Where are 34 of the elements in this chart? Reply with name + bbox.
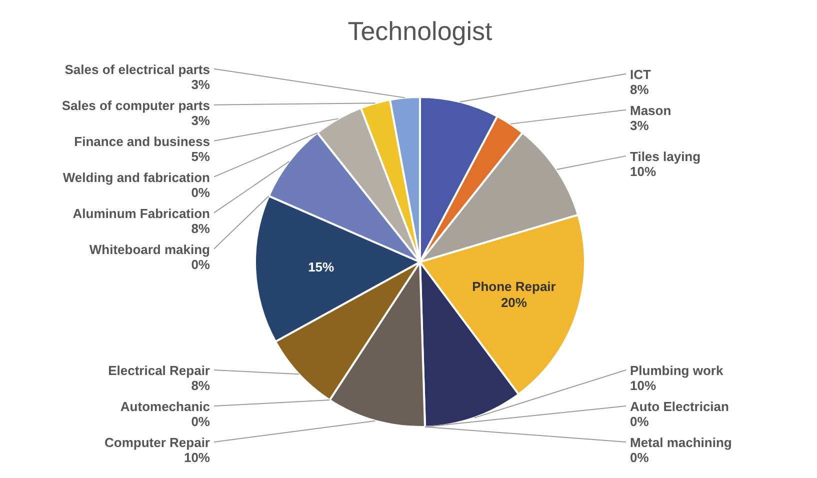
category-label: Automechanic: [120, 399, 210, 414]
text: 0%: [191, 414, 210, 429]
data-label: 3%: [630, 118, 650, 133]
category-label: Welding and fabrication: [62, 170, 210, 185]
slice-label: Computer Repair: [104, 435, 210, 450]
text: 0%: [191, 256, 210, 272]
slice-label: Sales of computer parts: [62, 98, 210, 113]
data-label: 8%: [630, 82, 650, 97]
slice-label: ICT: [630, 66, 651, 82]
slice-label: Plumbing work: [630, 363, 724, 378]
data-label: 10%: [184, 450, 210, 465]
data-label: 3%: [191, 76, 210, 92]
category-label: Metal machining: [630, 435, 732, 450]
slice-label: Phone Repair: [472, 279, 556, 294]
slice-label: Sales of electrical parts: [64, 62, 210, 77]
slice-label: Tiles laying: [630, 148, 701, 164]
data-label: 20%: [500, 295, 528, 310]
slice-label: Electrical Repair: [108, 363, 210, 378]
data-label: 8%: [191, 378, 210, 393]
category-label: Whiteboard making: [89, 242, 210, 257]
slice-label: Aluminum Fabrication: [72, 206, 210, 221]
text: 0%: [630, 450, 649, 465]
data-label: 10%: [630, 378, 656, 393]
slice-label: Finance and business: [74, 134, 210, 149]
text: 0%: [630, 414, 649, 429]
data-label: 3%: [191, 112, 210, 128]
data-label: 8%: [191, 220, 210, 236]
chart-title: Technologist: [348, 16, 494, 46]
data-label: 5%: [191, 148, 210, 164]
data-label: 15%: [308, 260, 335, 275]
category-label: Auto Electrician: [630, 399, 729, 414]
slice-label: Mason: [630, 102, 672, 118]
data-label: 10%: [630, 164, 656, 179]
text: 0%: [191, 184, 210, 200]
